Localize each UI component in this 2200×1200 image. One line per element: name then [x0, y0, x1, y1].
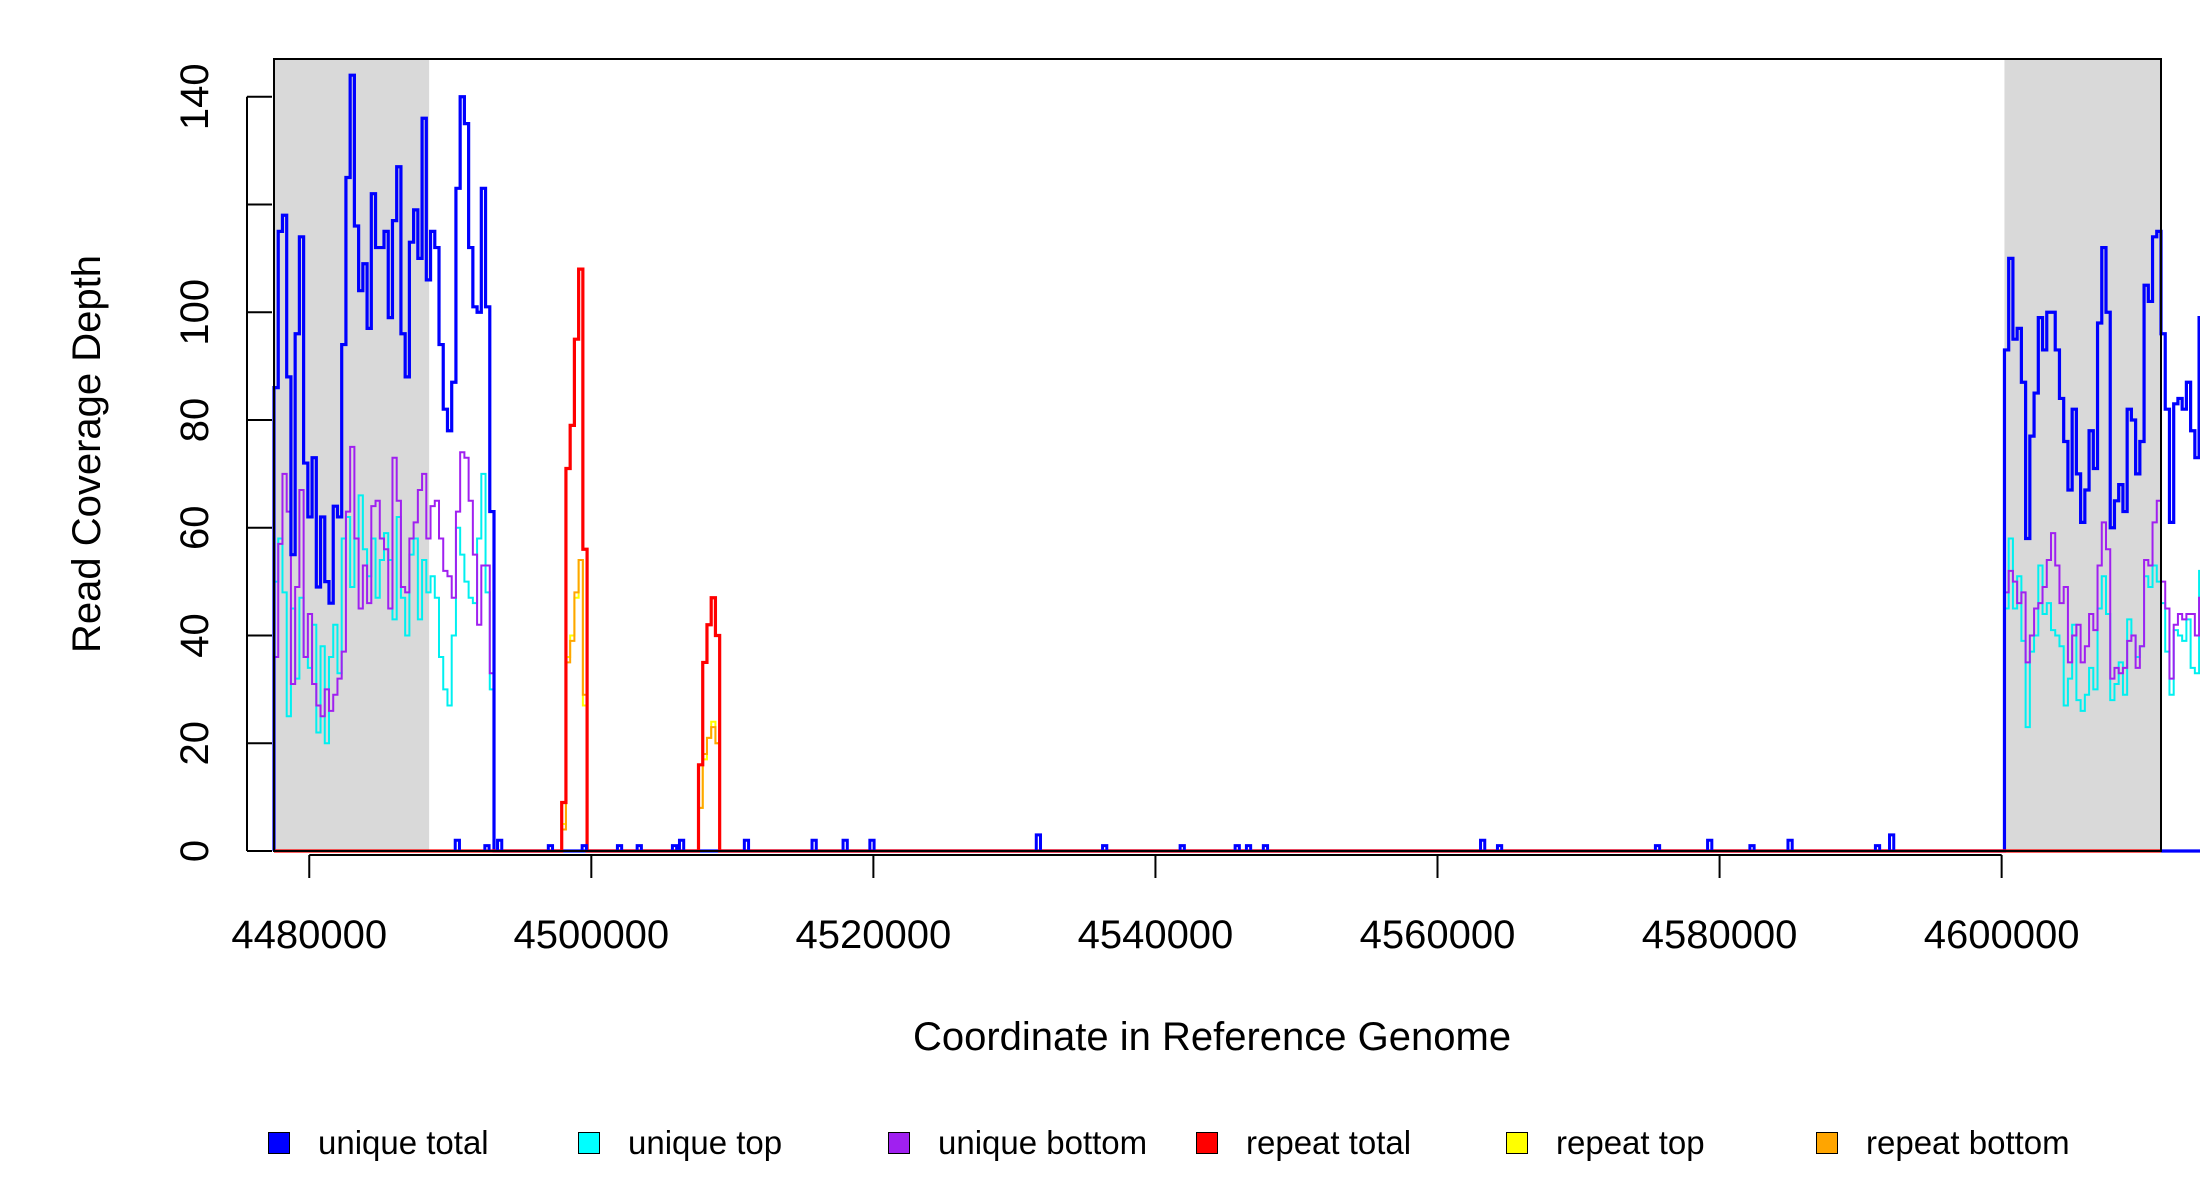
legend-label: repeat top [1556, 1124, 1705, 1161]
y-tick-label: 80 [173, 398, 217, 443]
coverage-blip-2 [496, 838, 504, 851]
coverage-blip-12 [868, 838, 876, 851]
coverage-blip-25 [1873, 844, 1882, 851]
coverage-blip-18 [1261, 844, 1270, 851]
series-line-unique-total [272, 73, 2200, 853]
x-tick-label: 4560000 [1360, 913, 1516, 957]
coverage-blip-4 [580, 844, 588, 851]
shaded-region-1 [2004, 59, 2161, 851]
coverage-blip-16 [1233, 844, 1241, 851]
y-tick-label: 40 [173, 613, 217, 658]
coverage-blip-1 [483, 844, 491, 851]
legend-label: unique top [628, 1124, 783, 1161]
coverage-blip-20 [1495, 844, 1504, 851]
legend-label: repeat bottom [1866, 1124, 2070, 1161]
y-axis: 0 20 40 60 80 100 140 [173, 63, 272, 862]
series-line-repeat-top [274, 559, 2161, 852]
legend-swatch-unique-top [578, 1132, 600, 1154]
series-line-unique-bottom [273, 445, 2200, 852]
legend-item-unique-top: unique top [578, 1118, 782, 1168]
coverage-blip-26 [1888, 833, 1896, 851]
coverage-blip-13 [1034, 833, 1043, 851]
coverage-blip-22 [1706, 838, 1714, 851]
y-tick-label: 100 [173, 279, 217, 346]
coverage-blip-3 [546, 844, 555, 851]
legend-item-repeat-total: repeat total [1196, 1118, 1411, 1168]
coverage-blip-17 [1244, 844, 1253, 851]
y-tick-label: 20 [173, 721, 217, 766]
series-lines [272, 73, 2200, 853]
coverage-blip-8 [677, 838, 686, 851]
coverage-blip-5 [615, 844, 624, 851]
series-line-unique-top [273, 472, 2200, 852]
legend-swatch-unique-bottom [888, 1132, 910, 1154]
series-line-repeat-total [274, 267, 2161, 853]
legend-item-repeat-bottom: repeat bottom [1816, 1118, 2070, 1168]
coverage-blip-14 [1101, 844, 1109, 851]
legend-swatch-repeat-top [1506, 1132, 1528, 1154]
x-tick-label: 4600000 [1924, 913, 2080, 957]
coverage-blip-10 [810, 838, 818, 851]
shaded-region-0 [274, 59, 430, 851]
coverage-blip-7 [670, 844, 679, 851]
coverage-blip-11 [841, 838, 849, 851]
y-tick-label: 140 [173, 63, 217, 130]
legend-label: unique total [318, 1124, 489, 1161]
legend: unique total unique top unique bottom re… [0, 1118, 2200, 1168]
series-line-repeat-bottom [274, 559, 2161, 852]
shaded-regions [274, 59, 2161, 851]
x-tick-label: 4500000 [513, 913, 669, 957]
legend-item-repeat-top: repeat top [1506, 1118, 1705, 1168]
y-tick-label: 60 [173, 505, 217, 550]
y-tick-label: 0 [173, 840, 217, 862]
legend-item-unique-total: unique total [268, 1118, 489, 1168]
legend-item-unique-bottom: unique bottom [888, 1118, 1147, 1168]
coverage-blip-19 [1479, 838, 1487, 851]
legend-swatch-repeat-bottom [1816, 1132, 1838, 1154]
x-tick-label: 4580000 [1642, 913, 1798, 957]
x-axis-label: Coordinate in Reference Genome [913, 1015, 1511, 1059]
x-tick-label: 4520000 [796, 913, 952, 957]
legend-label: unique bottom [938, 1124, 1148, 1161]
x-axis: 4480000 4500000 4520000 4540000 4560000 45800… [231, 854, 2080, 957]
plot-frame [273, 58, 2162, 852]
legend-label: repeat total [1246, 1124, 1412, 1161]
coverage-blip-6 [635, 844, 643, 851]
coverage-blip-24 [1786, 838, 1794, 851]
coverage-blip-9 [742, 838, 751, 851]
legend-swatch-repeat-total [1196, 1132, 1218, 1154]
x-tick-label: 4480000 [231, 913, 387, 957]
legend-swatch-unique-total [268, 1132, 290, 1154]
coverage-blip-23 [1748, 844, 1756, 851]
coverage-blip-0 [453, 838, 461, 851]
coverage-blip-21 [1653, 844, 1662, 851]
coverage-blip-15 [1178, 844, 1186, 851]
y-axis-label: Read Coverage Depth [65, 255, 109, 653]
x-tick-label: 4540000 [1078, 913, 1234, 957]
